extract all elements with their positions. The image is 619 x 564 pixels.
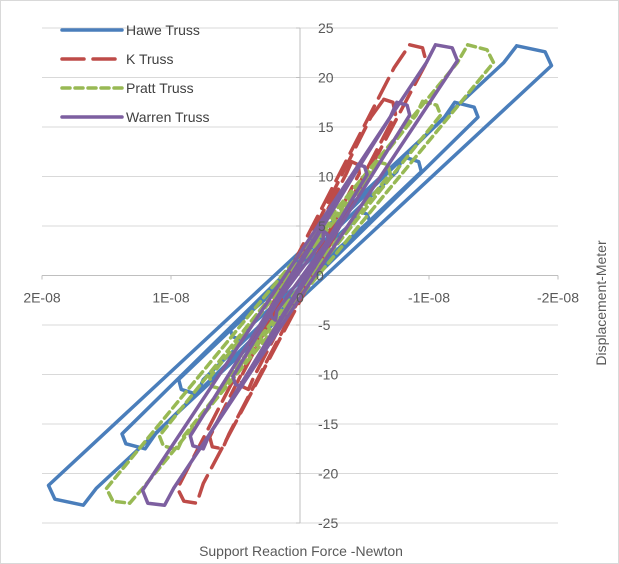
legend-label-2: Pratt Truss: [126, 80, 194, 96]
series-2-loop-1: [157, 99, 443, 452]
series-layer: [46, 43, 554, 507]
series-3-loop-2: [231, 162, 369, 389]
axes: [41, 27, 559, 524]
x-tick-label-3: -1E-08: [408, 290, 450, 306]
y-tick-label-10: 25: [318, 20, 334, 36]
y-tick-label-6: 5: [318, 218, 326, 234]
x-tick-label-1: 1E-08: [152, 290, 190, 306]
series-2-loop-0: [104, 43, 496, 505]
y-tick-label-8: 15: [318, 119, 334, 135]
y-tick-label-0: -25: [318, 515, 338, 531]
legend-label-0: Hawe Truss: [126, 22, 200, 38]
y-tick-label-5: 0: [316, 268, 324, 284]
x-tick-label-0: 2E-08: [23, 290, 61, 306]
y-tick-label-3: -10: [318, 367, 338, 383]
series-1-loop-0: [175, 43, 429, 505]
x-tick-label-4: -2E-08: [537, 290, 579, 306]
y-tick-label-4: -5: [318, 317, 331, 333]
tick-labels: 2E-08 1E-08 0 -1E-08 -2E-08 -25 -20 -15 -10 -5 0 5 1…: [23, 20, 579, 531]
legend-label-1: K Truss: [126, 51, 173, 67]
legend: Hawe Truss K Truss Pratt Truss Warren Truss: [60, 22, 210, 125]
series-3-loop-3: [268, 229, 331, 322]
y-axis-title: Displacement-Meter: [593, 240, 609, 366]
y-tick-label-7: 10: [318, 169, 334, 185]
legend-label-3: Warren Truss: [126, 109, 210, 125]
x-axis-title: Support Reaction Force -Newton: [199, 543, 403, 559]
y-tick-label-1: -20: [318, 466, 338, 482]
y-tick-label-9: 20: [318, 70, 334, 86]
series-3-loop-0: [140, 43, 460, 507]
y-tick-label-2: -15: [318, 416, 338, 432]
x-tick-label-2: 0: [296, 290, 304, 306]
